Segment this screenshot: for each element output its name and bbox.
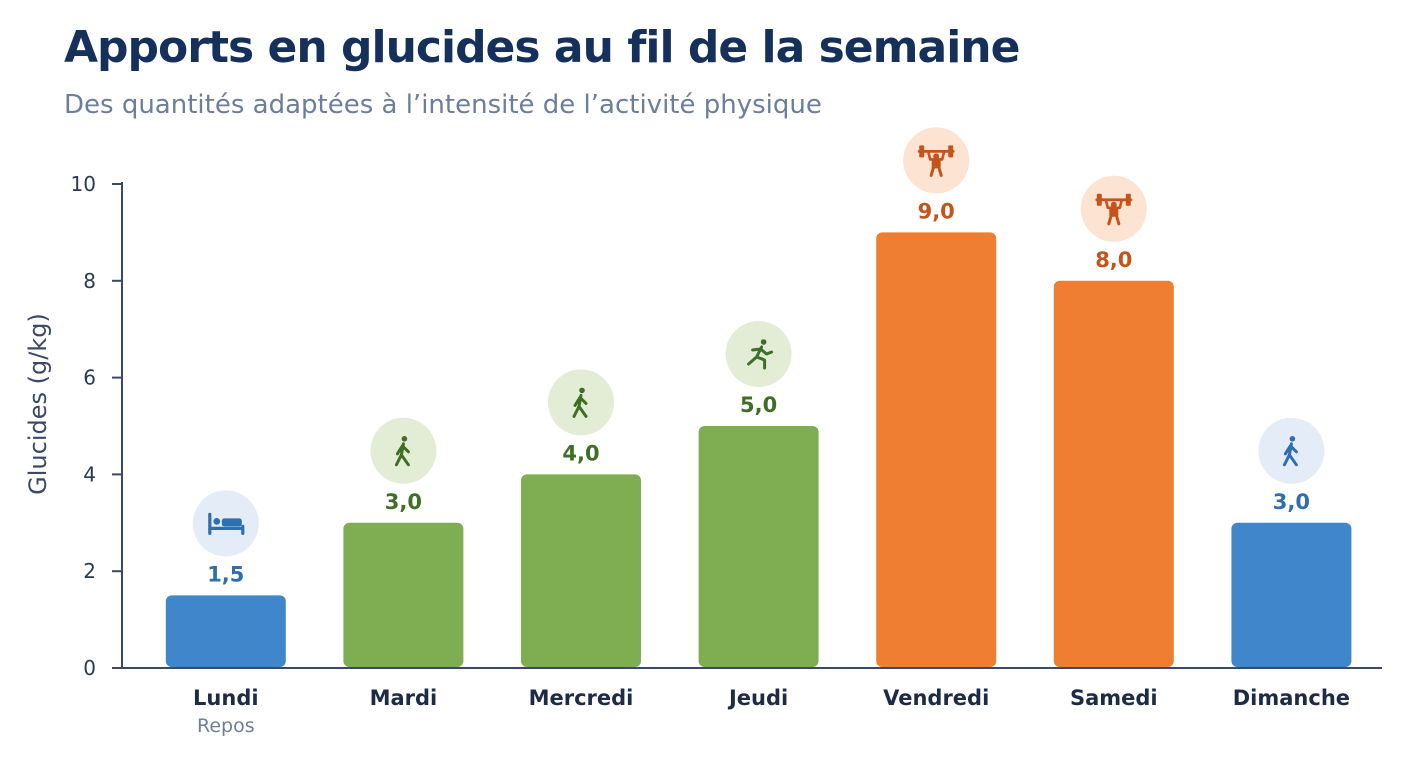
walking-icon — [1258, 417, 1325, 484]
bar-value-label: 8,0 — [1095, 248, 1132, 272]
bed-icon — [192, 490, 259, 557]
y-tick-label: 2 — [83, 559, 96, 583]
bar-group-2: 4,0 Mercredi — [521, 369, 641, 710]
x-tick-label: Samedi — [1070, 686, 1158, 710]
bar-group-3: 5,0 Jeudi — [698, 321, 819, 710]
x-tick-label: Vendredi — [883, 686, 989, 710]
bar — [165, 595, 286, 667]
bar — [698, 426, 819, 667]
y-axis-label: Glucides (g/kg) — [24, 313, 52, 495]
x-tick-label: Jeudi — [727, 686, 788, 710]
bar-value-label: 1,5 — [207, 562, 244, 586]
bar-value-label: 5,0 — [740, 393, 777, 417]
bar-group-4: 9,0 Vendredi — [876, 127, 997, 710]
bar-group-0: 1,5 Lundi Repos — [165, 490, 286, 737]
weightlifting-icon — [903, 127, 970, 194]
bar-group-1: 3,0 Mardi — [343, 417, 464, 710]
y-tick-label: 0 — [83, 656, 96, 680]
y-tick-label: 10 — [71, 172, 96, 196]
bar — [1231, 522, 1352, 667]
bar-value-label: 3,0 — [385, 490, 422, 514]
category-note: Repos — [197, 715, 255, 737]
walking-icon — [370, 417, 437, 484]
bar — [521, 474, 641, 667]
bars-group: 1,5 Lundi Repos 3,0 Mardi 4,0 Mercredi 5,0 Jeudi… — [165, 127, 1352, 737]
bar — [343, 522, 464, 667]
x-tick-label: Mardi — [370, 686, 438, 710]
y-tick-label: 4 — [83, 462, 96, 486]
bar-group-6: 3,0 Dimanche — [1231, 417, 1352, 710]
y-tick-label: 8 — [83, 269, 96, 293]
weightlifting-icon — [1080, 175, 1147, 242]
bar-value-label: 9,0 — [918, 199, 955, 223]
x-tick-label: Lundi — [193, 686, 259, 710]
bar — [1053, 280, 1174, 667]
x-tick-label: Mercredi — [529, 686, 634, 710]
bar-value-label: 4,0 — [562, 441, 599, 465]
x-tick-label: Dimanche — [1233, 686, 1350, 710]
chart-axes: 0 2 4 6 8 10 — [71, 172, 1382, 680]
y-tick-label: 6 — [83, 366, 96, 390]
bar-value-label: 3,0 — [1273, 490, 1310, 514]
chart-subtitle: Des quantités adaptées à l’intensité de … — [64, 90, 822, 120]
chart-title: Apports en glucides au fil de la semaine — [64, 22, 1020, 73]
bar — [876, 232, 997, 667]
walking-icon — [548, 369, 614, 436]
bar-group-5: 8,0 Samedi — [1053, 175, 1174, 710]
running-icon — [725, 321, 792, 387]
